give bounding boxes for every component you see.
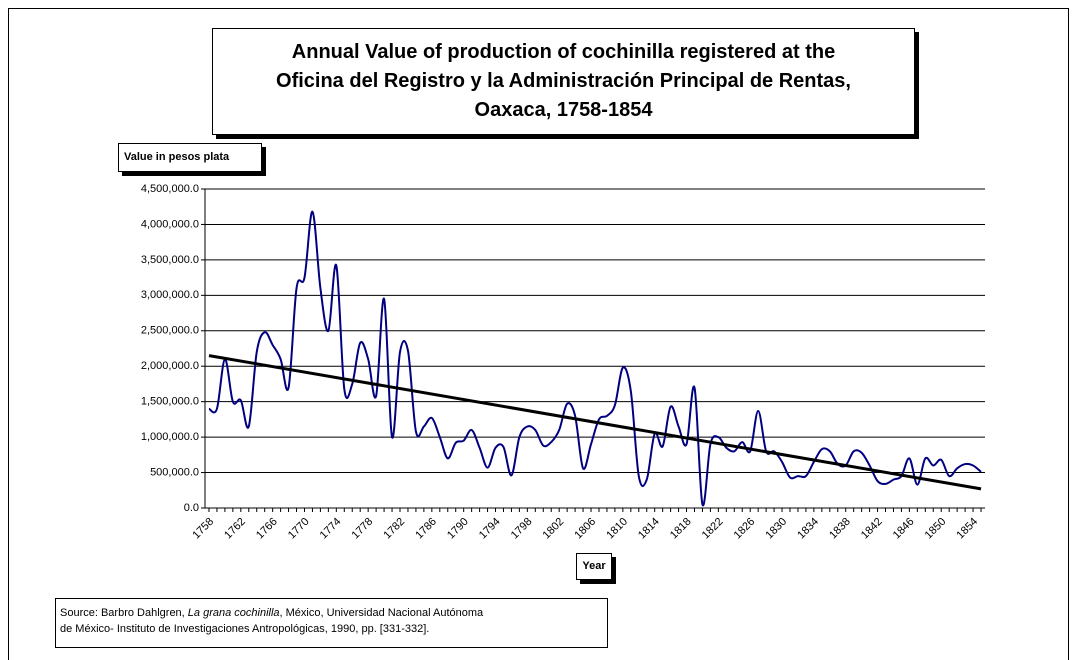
x-tick-label: 1814: [636, 516, 662, 542]
y-tick-label: 2,000,000.0: [141, 360, 199, 372]
y-tick-label: 3,000,000.0: [141, 289, 199, 301]
chart-title: Annual Value of production of cochinilla…: [212, 28, 915, 135]
y-axis-label: Value in pesos plata: [118, 143, 262, 172]
x-tick-label: 1850: [923, 516, 949, 542]
source-text: de México- Instituto de Investigaciones …: [60, 623, 430, 635]
x-tick-label: 1806: [572, 516, 598, 542]
title-line: Oaxaca, 1758-1854: [474, 99, 653, 121]
x-tick-label: 1794: [477, 516, 503, 542]
x-tick-label: 1822: [700, 516, 726, 542]
y-tick-label: 1,500,000.0: [141, 396, 199, 408]
x-tick-label: 1842: [859, 516, 885, 542]
y-tick-label: 500,000.0: [150, 466, 199, 478]
x-tick-label: 1774: [318, 516, 344, 542]
x-tick-label: 1854: [954, 516, 980, 542]
trend-line: [208, 354, 982, 491]
x-tick-label: 1846: [891, 516, 917, 542]
title-line: Annual Value of production of cochinilla…: [291, 41, 836, 63]
y-tick-label: 3,500,000.0: [141, 254, 199, 266]
y-tick-label: 0.0: [184, 502, 199, 514]
y-tick-label: 1,000,000.0: [141, 431, 199, 443]
x-tick-label: 1790: [445, 516, 471, 542]
y-tick-label: 4,500,000.0: [141, 183, 199, 195]
x-tick-label: 1766: [254, 516, 280, 542]
x-tick-label: 1838: [827, 516, 853, 542]
x-tick-label: 1782: [381, 516, 407, 542]
x-tick-label: 1762: [222, 516, 248, 542]
x-tick-label: 1810: [604, 516, 630, 542]
x-tick-label: 1834: [795, 516, 821, 542]
x-tick-label: 1786: [413, 516, 439, 542]
x-tick-label: 1818: [668, 516, 694, 542]
x-tick-label: 1830: [763, 516, 789, 542]
source-text: Source: Barbro Dahlgren,: [60, 607, 188, 619]
title-line: Oficina del Registro y la Administración…: [276, 70, 851, 92]
x-tick-label: 1770: [286, 516, 312, 542]
frame: [8, 8, 1069, 660]
source-text: , México, Universidad Nacional Autónoma: [279, 607, 484, 619]
y-tick-label: 4,000,000.0: [141, 218, 199, 230]
source-title: La grana cochinilla: [187, 607, 280, 619]
x-tick-label: 1798: [509, 516, 535, 542]
source-note: Source: Barbro Dahlgren, La grana cochin…: [55, 598, 608, 648]
x-tick-label: 1802: [541, 516, 567, 542]
data-line: [208, 210, 982, 507]
x-tick-label: 1778: [350, 516, 376, 542]
y-tick-label: 2,500,000.0: [141, 325, 199, 337]
x-tick-label: 1758: [190, 516, 216, 542]
x-axis-label: Year: [576, 553, 612, 580]
x-tick-label: 1826: [732, 516, 758, 542]
